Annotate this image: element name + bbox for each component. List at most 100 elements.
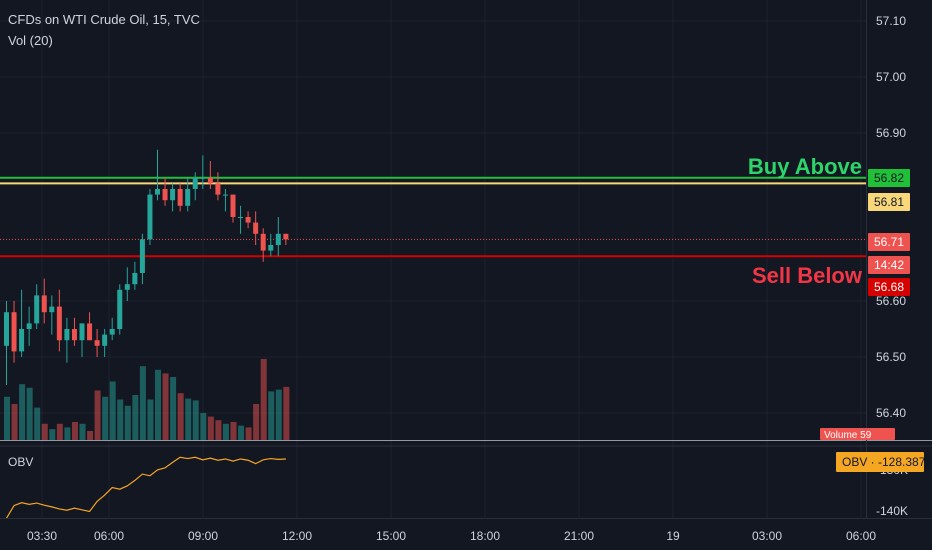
volume-bar <box>87 431 94 440</box>
volume-badge <box>820 428 895 440</box>
candle-body <box>170 189 176 201</box>
time-tick-label: 09:00 <box>188 529 218 543</box>
volume-bar <box>41 423 48 440</box>
volume-bar <box>162 373 169 440</box>
volume-bar <box>34 407 41 440</box>
obv-badge-label: OBV · -128.387K <box>842 455 932 469</box>
volume-bar <box>260 359 267 440</box>
time-tick-label: 06:00 <box>94 529 124 543</box>
volume-bar <box>238 425 245 440</box>
candle-body <box>132 273 138 285</box>
volume-bar <box>117 399 124 440</box>
volume-bar <box>132 395 139 440</box>
candle-body <box>162 189 168 201</box>
price-tick-label: 57.10 <box>876 14 906 28</box>
price-badge <box>868 233 910 251</box>
candle-body <box>177 189 183 206</box>
chart-title: CFDs on WTI Crude Oil, 15, TVC <box>8 12 200 27</box>
candle-body <box>64 329 70 341</box>
volume-bar <box>49 429 56 440</box>
time-tick-label: 03:30 <box>27 529 57 543</box>
candle-body <box>124 284 130 290</box>
volume-bar <box>215 420 222 440</box>
volume-badge-label: Volume 59 <box>824 430 872 441</box>
candle-body <box>139 239 145 273</box>
volume-bar <box>268 391 275 440</box>
price-tick-label: 56.60 <box>876 294 906 308</box>
volume-bar <box>207 416 214 440</box>
volume-bar <box>102 396 109 440</box>
grid-lines <box>0 0 866 518</box>
candle-body <box>49 306 55 313</box>
volume-bar <box>155 369 161 440</box>
candle-body <box>102 334 108 346</box>
volume-bar <box>79 423 86 440</box>
candle-body <box>56 306 62 341</box>
price-badge-label: 56.81 <box>874 195 904 209</box>
candle-body <box>11 312 17 352</box>
volume-bar <box>170 377 177 440</box>
time-tick-label: 12:00 <box>282 529 312 543</box>
obv-indicator-label: OBV <box>8 455 34 469</box>
volume-indicator-label: Vol (20) <box>8 33 53 48</box>
volume-bar <box>245 427 252 440</box>
volume-bar <box>253 404 260 440</box>
candle-body <box>155 189 160 195</box>
volume-bar <box>26 387 33 440</box>
candle-body <box>245 217 251 223</box>
obv-tick-label: -140K <box>876 504 908 518</box>
candle-body <box>79 323 85 341</box>
buy-above-annotation: Buy Above <box>747 154 862 179</box>
candle-body <box>19 329 25 352</box>
candle-body <box>238 217 244 218</box>
price-tick-label: 57.00 <box>876 70 906 84</box>
volume-bar <box>71 422 78 440</box>
volume-bar <box>283 386 290 440</box>
volume-bar <box>4 396 10 440</box>
price-badge <box>868 169 910 187</box>
price-badge-label: 56.82 <box>874 171 904 185</box>
candlesticks <box>4 149 289 385</box>
candle-body <box>94 340 100 346</box>
candle-body <box>34 295 40 324</box>
price-tick-label: 56.90 <box>876 126 906 140</box>
volume-bar <box>185 398 192 440</box>
sell-below-annotation: Sell Below <box>751 263 862 288</box>
time-tick-label: 19 <box>666 529 680 543</box>
candle-body <box>200 177 206 179</box>
candle-body <box>283 233 289 240</box>
time-tick-label: 15:00 <box>376 529 406 543</box>
candle-body <box>87 323 93 341</box>
volume-bars <box>4 359 290 440</box>
time-tick-label: 21:00 <box>564 529 594 543</box>
candle-body <box>185 189 191 206</box>
candle-body <box>71 329 77 341</box>
volume-bar <box>94 390 101 440</box>
candle-body <box>26 323 32 329</box>
volume-bar <box>177 393 184 440</box>
candle-body <box>4 312 9 346</box>
candle-body <box>109 329 115 335</box>
volume-bar <box>56 423 63 440</box>
obv-pane <box>5 456 286 519</box>
price-badge-label: 56.68 <box>874 280 904 294</box>
candle-body <box>215 183 221 195</box>
candle-body <box>230 194 236 217</box>
candle-body <box>260 233 266 251</box>
price-badge <box>868 278 910 296</box>
volume-bar <box>192 400 199 440</box>
candle-body <box>117 289 123 329</box>
volume-bar <box>124 405 131 440</box>
volume-bar <box>222 423 229 440</box>
price-levels <box>0 176 866 258</box>
candle-body <box>222 194 228 196</box>
obv-badge <box>836 452 924 472</box>
price-tick-label: 56.50 <box>876 350 906 364</box>
volume-bar <box>11 404 18 440</box>
volume-bar <box>19 384 26 440</box>
volume-bar <box>109 381 116 440</box>
obv-line <box>5 456 286 519</box>
candle-body <box>253 222 259 234</box>
